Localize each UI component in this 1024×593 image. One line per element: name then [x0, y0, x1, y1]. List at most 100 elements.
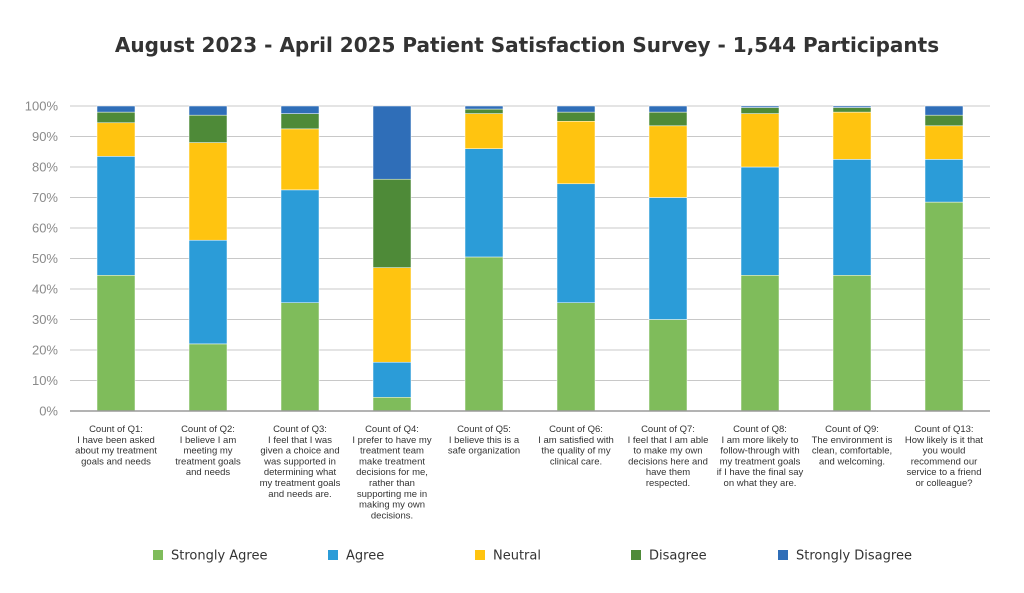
bar-segment-agree — [740, 166, 780, 276]
bar-segment-strongly-agree — [464, 256, 504, 412]
bar-segment-strongly-agree — [924, 201, 964, 412]
chart-title: August 2023 - April 2025 Patient Satisfa… — [115, 33, 939, 57]
y-tick-label: 20% — [32, 343, 58, 358]
legend-label: Strongly Agree — [171, 549, 268, 564]
x-category-label: Count of Q8: I am more likely to follow-th… — [717, 424, 804, 489]
bar-segment-strongly-agree — [280, 302, 320, 412]
legend-label: Neutral — [493, 549, 541, 564]
x-category-label: Count of Q2: I believe I am meeting my trea… — [175, 424, 241, 478]
bar-segment-neutral — [372, 267, 412, 363]
legend-swatch — [153, 550, 163, 560]
bar-segment-agree — [372, 361, 412, 398]
y-tick-label: 40% — [32, 282, 58, 297]
x-category-label: Count of Q7: I feel that I am able to make… — [628, 424, 709, 489]
bar-segment-agree — [96, 156, 136, 276]
bar-segment-disagree — [556, 111, 596, 122]
y-tick-label: 0% — [39, 404, 58, 419]
bar-segment-strongly-agree — [740, 275, 780, 412]
bar-segment-neutral — [556, 121, 596, 185]
legend-label: Disagree — [649, 549, 707, 564]
bar-segment-strongly-agree — [648, 319, 688, 412]
legend-item: Strongly Agree — [153, 549, 268, 564]
bar-segment-strongly-disagree — [464, 105, 504, 110]
bar-segment-disagree — [740, 107, 780, 114]
x-category-label: Count of Q9: The environment is clean, com… — [812, 424, 893, 467]
bar-segment-neutral — [924, 125, 964, 160]
bar-segment-disagree — [648, 111, 688, 127]
legend-swatch — [328, 550, 338, 560]
bar-segment-neutral — [280, 128, 320, 191]
legend-label: Strongly Disagree — [796, 549, 912, 564]
bar-segment-neutral — [464, 113, 504, 149]
y-tick-label: 70% — [32, 190, 58, 205]
bar-segment-strongly-disagree — [740, 105, 780, 108]
bar-stack — [188, 105, 228, 412]
legend: Strongly Agree Agree Neutral Disagree Strong… — [153, 549, 912, 564]
x-category-label: Count of Q13: How likely is it that you wo… — [905, 424, 983, 489]
bar-segment-disagree — [832, 107, 872, 113]
bar-segment-strongly-agree — [832, 275, 872, 412]
y-tick-label: 50% — [32, 251, 58, 266]
bar-segment-strongly-disagree — [924, 105, 964, 116]
y-tick-label: 100% — [25, 99, 59, 114]
legend-item: Neutral — [475, 549, 541, 564]
bar-segment-agree — [832, 159, 872, 276]
bar-segment-strongly-disagree — [280, 105, 320, 114]
bar-segment-strongly-agree — [96, 275, 136, 412]
legend-swatch — [631, 550, 641, 560]
x-category-label: Count of Q3: I feel that I was given a cho… — [260, 424, 341, 500]
y-tick-label: 10% — [32, 373, 58, 388]
bar-segment-strongly-agree — [372, 397, 412, 412]
legend-swatch — [778, 550, 788, 560]
bar-stack — [280, 105, 320, 412]
bar-segment-disagree — [924, 114, 964, 127]
bar-stack — [96, 105, 136, 412]
legend-item: Strongly Disagree — [778, 549, 912, 564]
bar-segment-neutral — [740, 113, 780, 168]
bar-segment-agree — [464, 148, 504, 258]
bar-segment-disagree — [464, 108, 504, 114]
bar-segment-strongly-disagree — [832, 105, 872, 108]
bar-stack — [924, 105, 964, 412]
y-tick-label: 60% — [32, 221, 58, 236]
legend-item: Disagree — [631, 549, 707, 564]
bar-segment-strongly-disagree — [188, 105, 228, 116]
bar-segment-neutral — [188, 142, 228, 241]
bar-stack — [648, 105, 688, 412]
x-category-label: Count of Q6: I am satisfied with the quali… — [538, 424, 614, 467]
y-tick-label: 30% — [32, 312, 58, 327]
bar-segment-strongly-agree — [556, 302, 596, 412]
bar-segment-agree — [924, 159, 964, 203]
legend-swatch — [475, 550, 485, 560]
bar-segment-agree — [556, 183, 596, 303]
bar-segment-agree — [280, 189, 320, 303]
x-category-label: Count of Q4: I prefer to have my treatment… — [352, 424, 431, 521]
y-tick-label: 90% — [32, 129, 58, 144]
bar-segment-disagree — [96, 111, 136, 124]
bar-segment-strongly-disagree — [96, 105, 136, 113]
axes: 0% 10% 20% 30% 40% 50% 60% 70% 80% 90% 100% — [25, 99, 990, 419]
bar-stack — [740, 105, 780, 412]
bar-segment-disagree — [188, 114, 228, 143]
bar-segment-disagree — [280, 113, 320, 130]
category-labels: Count of Q1: I have been asked about my tr… — [75, 424, 983, 521]
bar-segment-strongly-disagree — [372, 105, 412, 180]
legend-label: Agree — [346, 549, 384, 564]
bar-segment-neutral — [832, 111, 872, 160]
bar-segment-agree — [648, 197, 688, 320]
y-tick-label: 80% — [32, 160, 58, 175]
legend-item: Agree — [328, 549, 384, 564]
bar-stack — [556, 105, 596, 412]
bar-stack — [372, 105, 412, 412]
x-category-label: Count of Q1: I have been asked about my tr… — [75, 424, 157, 467]
bar-segment-neutral — [96, 122, 136, 157]
bar-segment-strongly-agree — [188, 343, 228, 412]
bar-segment-neutral — [648, 125, 688, 198]
bar-segment-strongly-disagree — [556, 105, 596, 113]
bar-segment-agree — [188, 239, 228, 345]
bar-stack — [832, 105, 872, 412]
bar-stack — [464, 105, 504, 412]
x-category-label: Count of Q5: I believe this is a safe orga… — [448, 424, 520, 457]
